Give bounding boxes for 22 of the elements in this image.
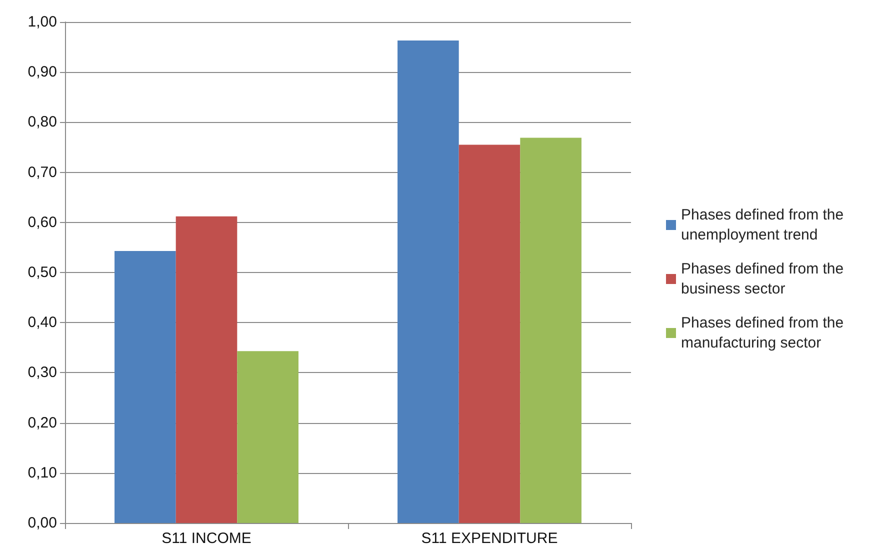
bar [458, 144, 520, 523]
bar [398, 40, 459, 523]
y-tick-label: 0,80 [28, 114, 57, 131]
y-tick-label: 0,60 [28, 214, 57, 231]
y-tick-label: 0,00 [28, 514, 57, 532]
y-tick-label: 1,00 [28, 14, 57, 30]
y-tick-label: 0,40 [28, 314, 57, 332]
legend-label: Phases defined from the unemployment trend [681, 206, 848, 244]
bar [520, 138, 582, 523]
bar [114, 250, 176, 523]
y-tick-label: 0,30 [28, 364, 57, 382]
legend-label: Phases defined from the manufacturing sector [681, 314, 848, 352]
x-tick-label: S11 EXPENDITURE [421, 530, 558, 547]
y-tick-label: 0,10 [28, 464, 57, 482]
bar [176, 216, 238, 523]
y-tick-label: 0,90 [28, 64, 57, 81]
y-tick-label: 0,50 [28, 264, 57, 281]
y-tick-label: 0,70 [28, 164, 57, 181]
legend-label: Phases defined from the business sector [681, 260, 848, 298]
bar [237, 351, 298, 523]
y-tick-label: 0,20 [28, 414, 57, 432]
x-tick-label: S11 INCOME [162, 530, 252, 547]
